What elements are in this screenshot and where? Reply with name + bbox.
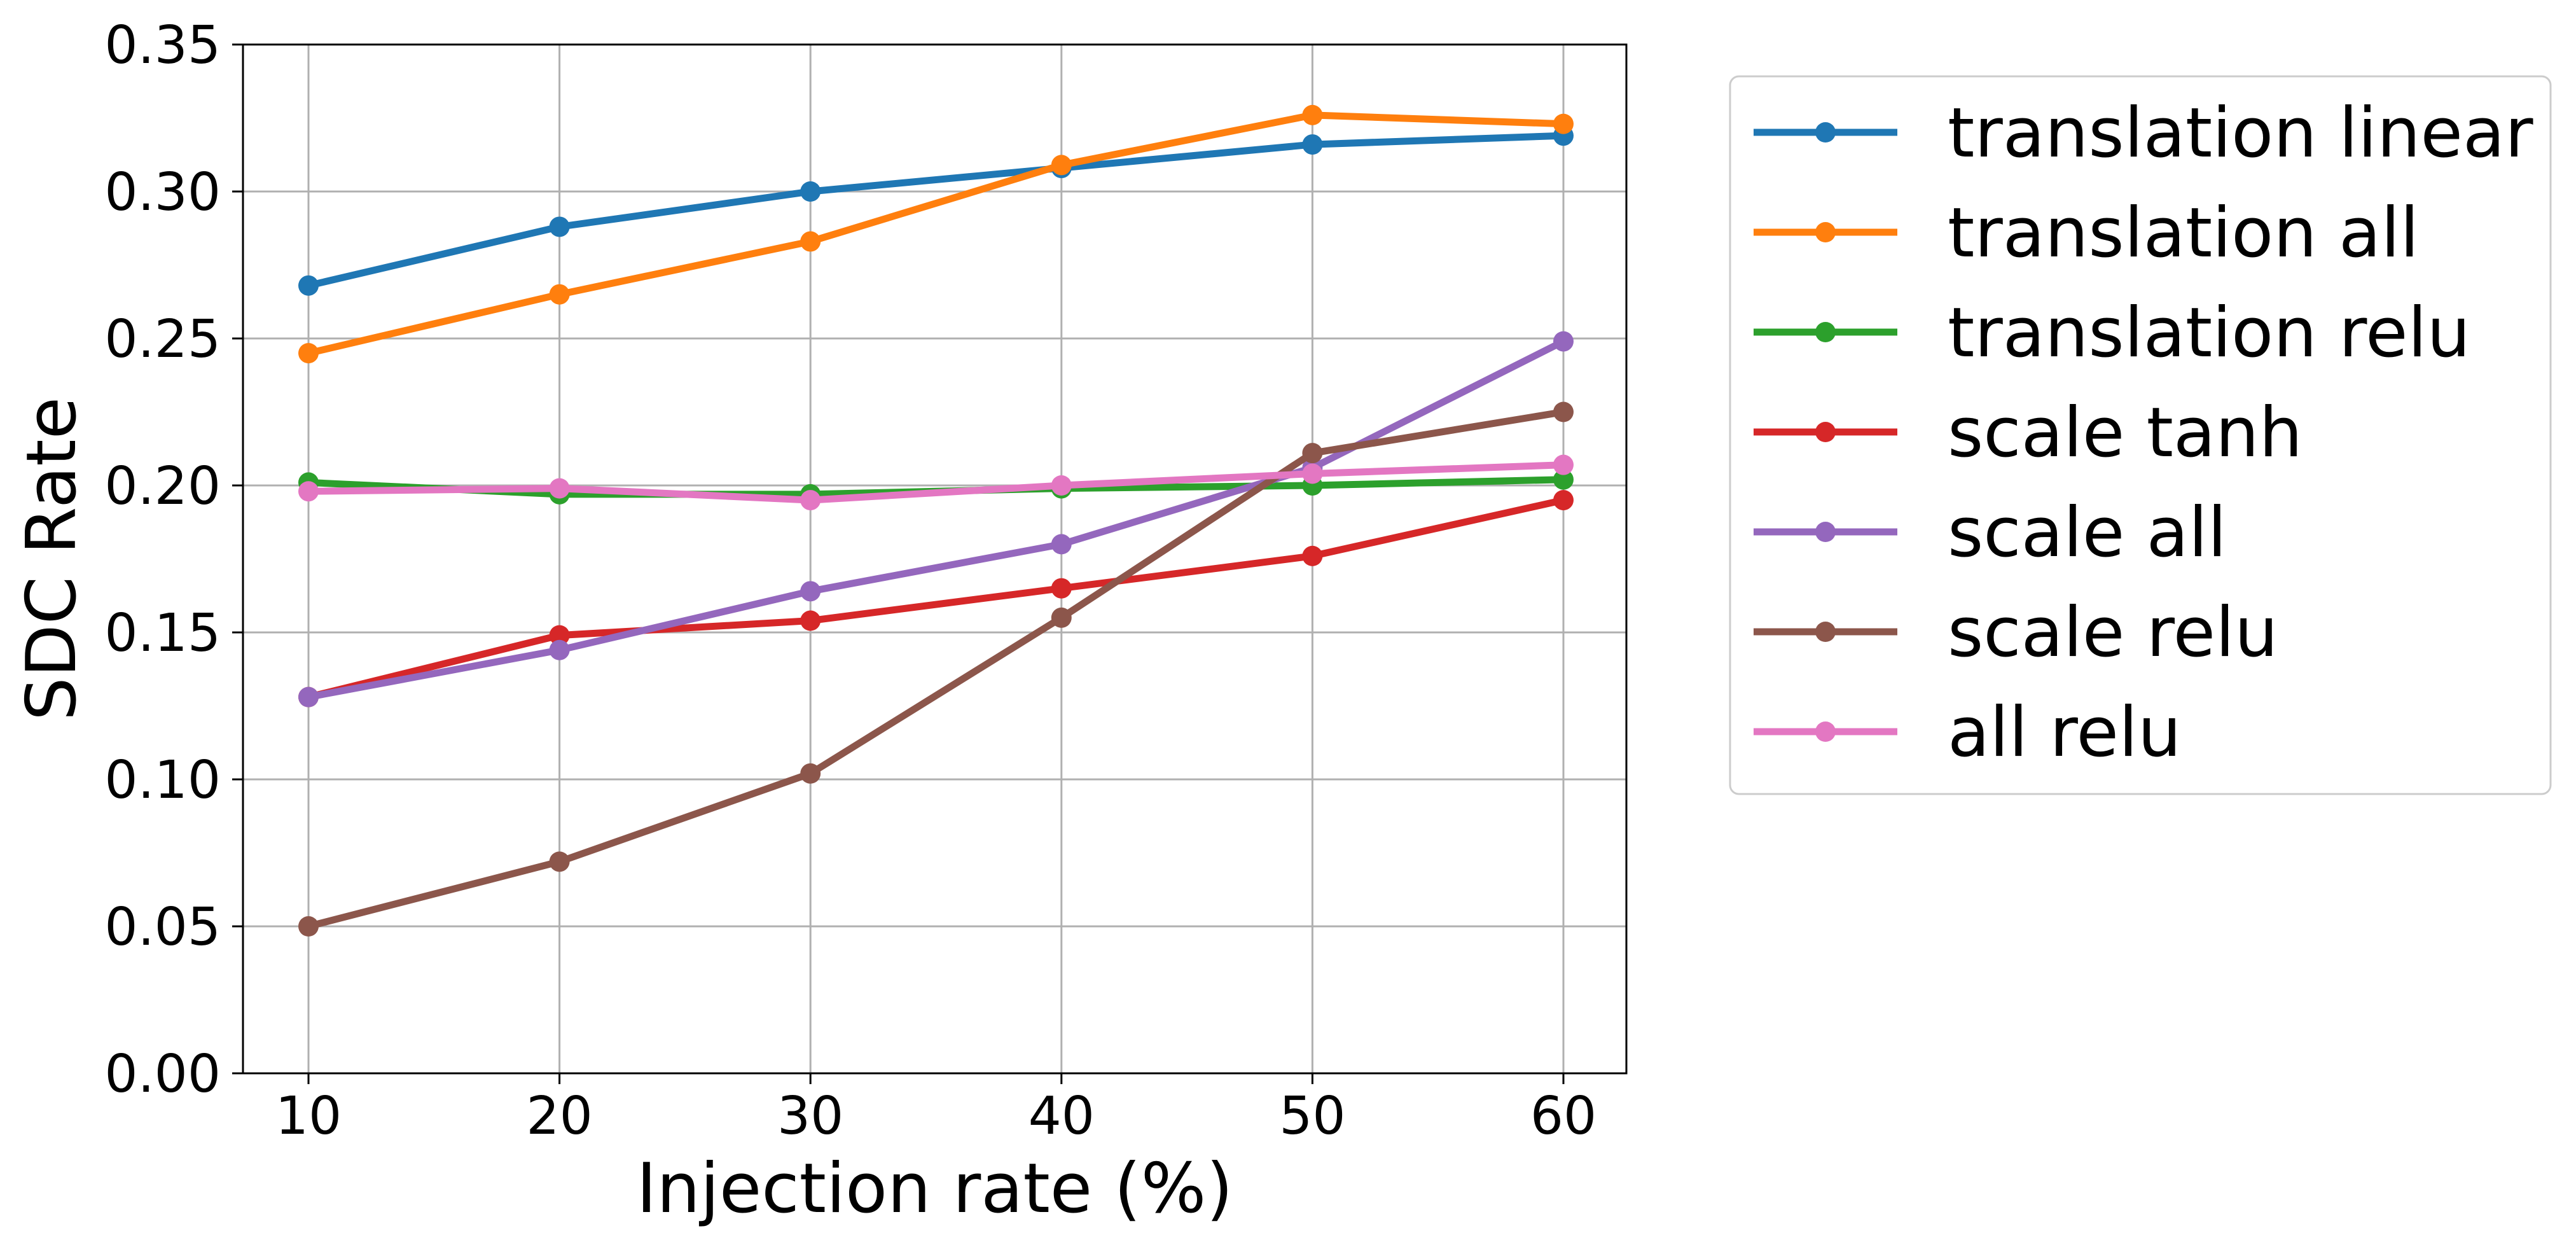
- data-point-all-relu: [549, 478, 570, 499]
- legend-item-scale-relu: scale relu: [1754, 593, 2278, 672]
- data-point-translation-all: [1302, 104, 1323, 125]
- x-tick-label: 40: [1028, 1086, 1095, 1146]
- y-axis-title: SDC Rate: [12, 397, 92, 721]
- data-point-all-relu: [1553, 454, 1574, 475]
- x-axis-title: Injection rate (%): [637, 1149, 1233, 1229]
- legend-item-scale-all: scale all: [1754, 493, 2227, 573]
- data-point-scale-tanh: [1553, 490, 1574, 511]
- series-line-translation-linear: [304, 132, 1567, 290]
- data-point-scale-tanh: [800, 610, 821, 631]
- data-point-translation-linear: [298, 275, 319, 296]
- data-point-all-relu: [1051, 475, 1072, 496]
- data-point-translation-all: [1051, 155, 1072, 176]
- legend-label: translation all: [1948, 193, 2419, 273]
- legend-item-translation-all: translation all: [1754, 193, 2419, 273]
- x-tick-label: 60: [1530, 1086, 1596, 1146]
- series-translation-linear: [298, 125, 1574, 296]
- data-point-scale-relu: [1051, 607, 1072, 628]
- y-tick-label: 0.15: [104, 603, 221, 664]
- data-point-scale-all: [1553, 331, 1574, 352]
- y-tick-label: 0.20: [104, 456, 221, 517]
- series-scale-tanh: [298, 490, 1574, 707]
- legend-label: all relu: [1948, 693, 2181, 772]
- legend-swatch-marker: [1815, 522, 1836, 542]
- legend-swatch-marker: [1815, 622, 1836, 642]
- series-line-all-relu: [305, 461, 1567, 504]
- legend-item-translation-relu: translation relu: [1754, 293, 2470, 373]
- x-tick-label: 30: [777, 1086, 843, 1146]
- data-point-translation-all: [800, 231, 821, 252]
- legend-label: scale tanh: [1948, 393, 2302, 473]
- data-point-scale-relu: [1302, 443, 1323, 464]
- series-scale-relu: [298, 401, 1574, 937]
- y-tick-label: 0.25: [104, 309, 221, 370]
- data-point-all-relu: [1302, 463, 1323, 484]
- data-point-translation-linear: [800, 181, 821, 202]
- data-point-scale-all: [549, 639, 570, 660]
- series-line-scale-all: [304, 337, 1568, 702]
- series-line-scale-tanh: [304, 496, 1568, 702]
- data-point-scale-tanh: [549, 625, 570, 646]
- data-point-translation-relu: [1553, 469, 1574, 490]
- legend-item-scale-tanh: scale tanh: [1754, 393, 2302, 473]
- data-point-scale-all: [298, 686, 319, 707]
- data-point-translation-linear: [549, 216, 570, 237]
- series-all-relu: [298, 454, 1574, 511]
- x-tick-label: 10: [275, 1086, 342, 1146]
- y-tick-label: 0.10: [104, 750, 221, 811]
- data-point-all-relu: [298, 481, 319, 502]
- data-point-scale-all: [1051, 534, 1072, 555]
- legend-swatch-marker: [1815, 721, 1836, 742]
- legend-box: [1729, 75, 2552, 795]
- data-point-translation-linear: [1302, 134, 1323, 155]
- legend-swatch-marker: [1815, 422, 1836, 442]
- data-point-scale-relu: [549, 851, 570, 872]
- x-tick-label: 50: [1279, 1086, 1345, 1146]
- data-point-scale-tanh: [1051, 578, 1072, 599]
- data-point-scale-relu: [298, 916, 319, 937]
- y-tick-label: 0.30: [104, 162, 221, 223]
- y-tick-label: 0.05: [104, 897, 221, 958]
- y-tick-label: 0.35: [104, 15, 221, 76]
- legend-item-all-relu: all relu: [1754, 693, 2181, 772]
- data-point-scale-tanh: [1302, 545, 1323, 566]
- data-point-scale-all: [800, 581, 821, 602]
- legend-label: scale relu: [1948, 593, 2278, 672]
- legend: translation linear translation all transla…: [1729, 75, 2552, 795]
- grid-lines: [243, 43, 1626, 1075]
- plot-frame: [242, 43, 1628, 1075]
- data-point-translation-all: [298, 343, 319, 364]
- data-point-scale-relu: [1553, 401, 1574, 422]
- data-point-translation-all: [1553, 113, 1574, 134]
- series-translation-all: [298, 104, 1574, 364]
- series-line-scale-relu: [304, 408, 1568, 931]
- legend-label: translation linear: [1948, 94, 2533, 173]
- legend-swatch-marker: [1815, 322, 1836, 342]
- legend-item-translation-linear: translation linear: [1754, 94, 2533, 173]
- legend-swatch-marker: [1815, 222, 1836, 242]
- data-point-scale-relu: [800, 763, 821, 784]
- y-tick-label: 0.00: [104, 1044, 221, 1104]
- data-point-all-relu: [800, 490, 821, 511]
- axis-ticks: 10 20 30 40 50 60 0.00 0.05 0.10 0.15 0.20 0.25 0.30…: [104, 15, 1596, 1146]
- series-layer: [298, 104, 1574, 937]
- series-line-translation-all: [304, 111, 1567, 358]
- data-point-translation-all: [549, 284, 570, 305]
- legend-label: scale all: [1948, 493, 2227, 573]
- legend-label: translation relu: [1948, 293, 2470, 373]
- legend-swatch-marker: [1815, 122, 1836, 143]
- x-tick-label: 20: [526, 1086, 592, 1146]
